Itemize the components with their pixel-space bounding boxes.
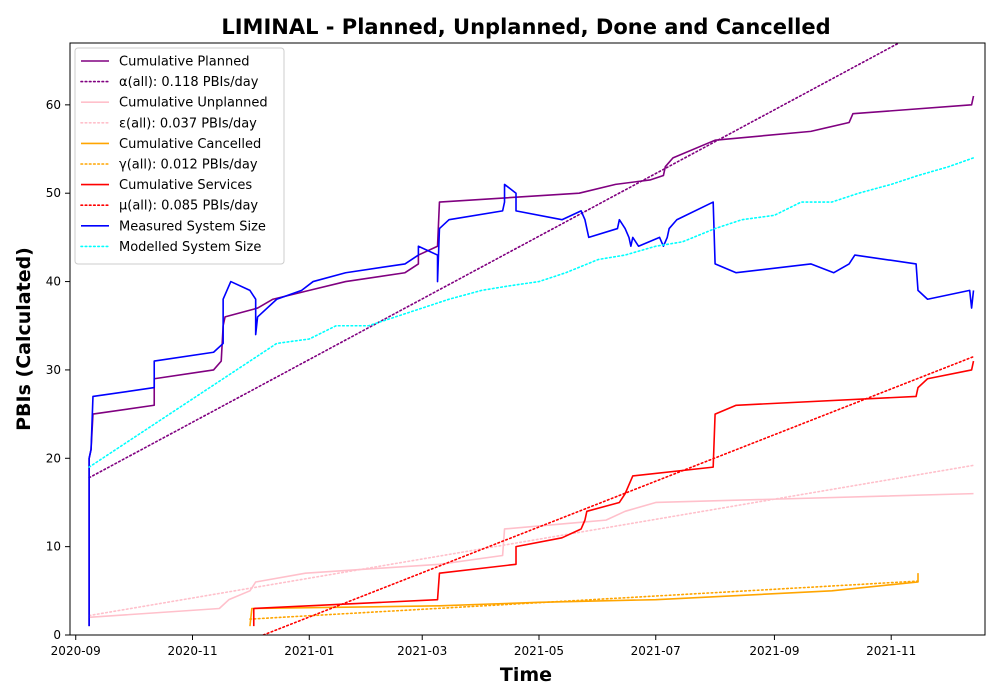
series-line-all-7 (262, 355, 975, 635)
axis-ticks: 2020-09 2020-11 2021-01 2021-03 2021-05 2021-… (46, 98, 917, 658)
series-line-modelled-system-size-9 (88, 157, 975, 468)
y-tick-label: 30 (46, 363, 61, 377)
x-axis-label: Time (500, 664, 552, 686)
y-tick-label: 50 (46, 186, 61, 200)
y-tick-label: 10 (46, 540, 61, 554)
series-line-cumulative-cancelled-4 (249, 573, 919, 627)
x-tick-label: 2021-11 (866, 644, 916, 658)
series-line-cumulative-services-6 (252, 360, 975, 627)
y-axis-label: PBIs (Calculated) (13, 247, 35, 431)
plot-area (88, 43, 975, 635)
series-line-all-3 (88, 464, 975, 617)
x-tick-label: 2021-01 (284, 644, 334, 658)
y-tick-label: 60 (46, 98, 61, 112)
legend-label: Cumulative Planned (119, 55, 249, 70)
x-tick-label: 2021-03 (397, 644, 447, 658)
axes-frame (69, 42, 986, 636)
legend-box (74, 47, 285, 265)
legend-label: μ(all): 0.085 PBIs/day (119, 199, 258, 214)
x-tick-label: 2021-05 (514, 644, 564, 658)
y-tick-label: 40 (46, 275, 61, 289)
x-tick-label: 2020-09 (51, 644, 101, 658)
legend-label: Cumulative Unplanned (119, 96, 268, 111)
legend-label: ε(all): 0.037 PBIs/day (119, 116, 257, 131)
chart-title: LIMINAL - Planned, Unplanned, Done and C… (221, 15, 830, 39)
legend-label: Cumulative Services (119, 178, 252, 193)
legend-label: Measured System Size (119, 219, 266, 234)
series-line-cumulative-unplanned-2 (89, 492, 974, 619)
x-tick-label: 2021-07 (631, 644, 681, 658)
series-line-measured-system-size-8 (88, 183, 975, 627)
series-line-all-5 (249, 580, 919, 620)
x-tick-label: 2021-09 (749, 644, 799, 658)
series-line-all-1 (88, 43, 900, 479)
legend-label: Modelled System Size (119, 240, 261, 255)
legend-label: α(all): 0.118 PBIs/day (119, 75, 259, 90)
y-tick-label: 0 (53, 628, 61, 642)
y-tick-label: 20 (46, 451, 61, 465)
legend-label: Cumulative Cancelled (119, 137, 261, 152)
legend-label: γ(all): 0.012 PBIs/day (119, 158, 258, 173)
legend: Cumulative Planned α(all): 0.118 PBIs/day… (74, 47, 285, 265)
x-tick-label: 2020-11 (167, 644, 217, 658)
